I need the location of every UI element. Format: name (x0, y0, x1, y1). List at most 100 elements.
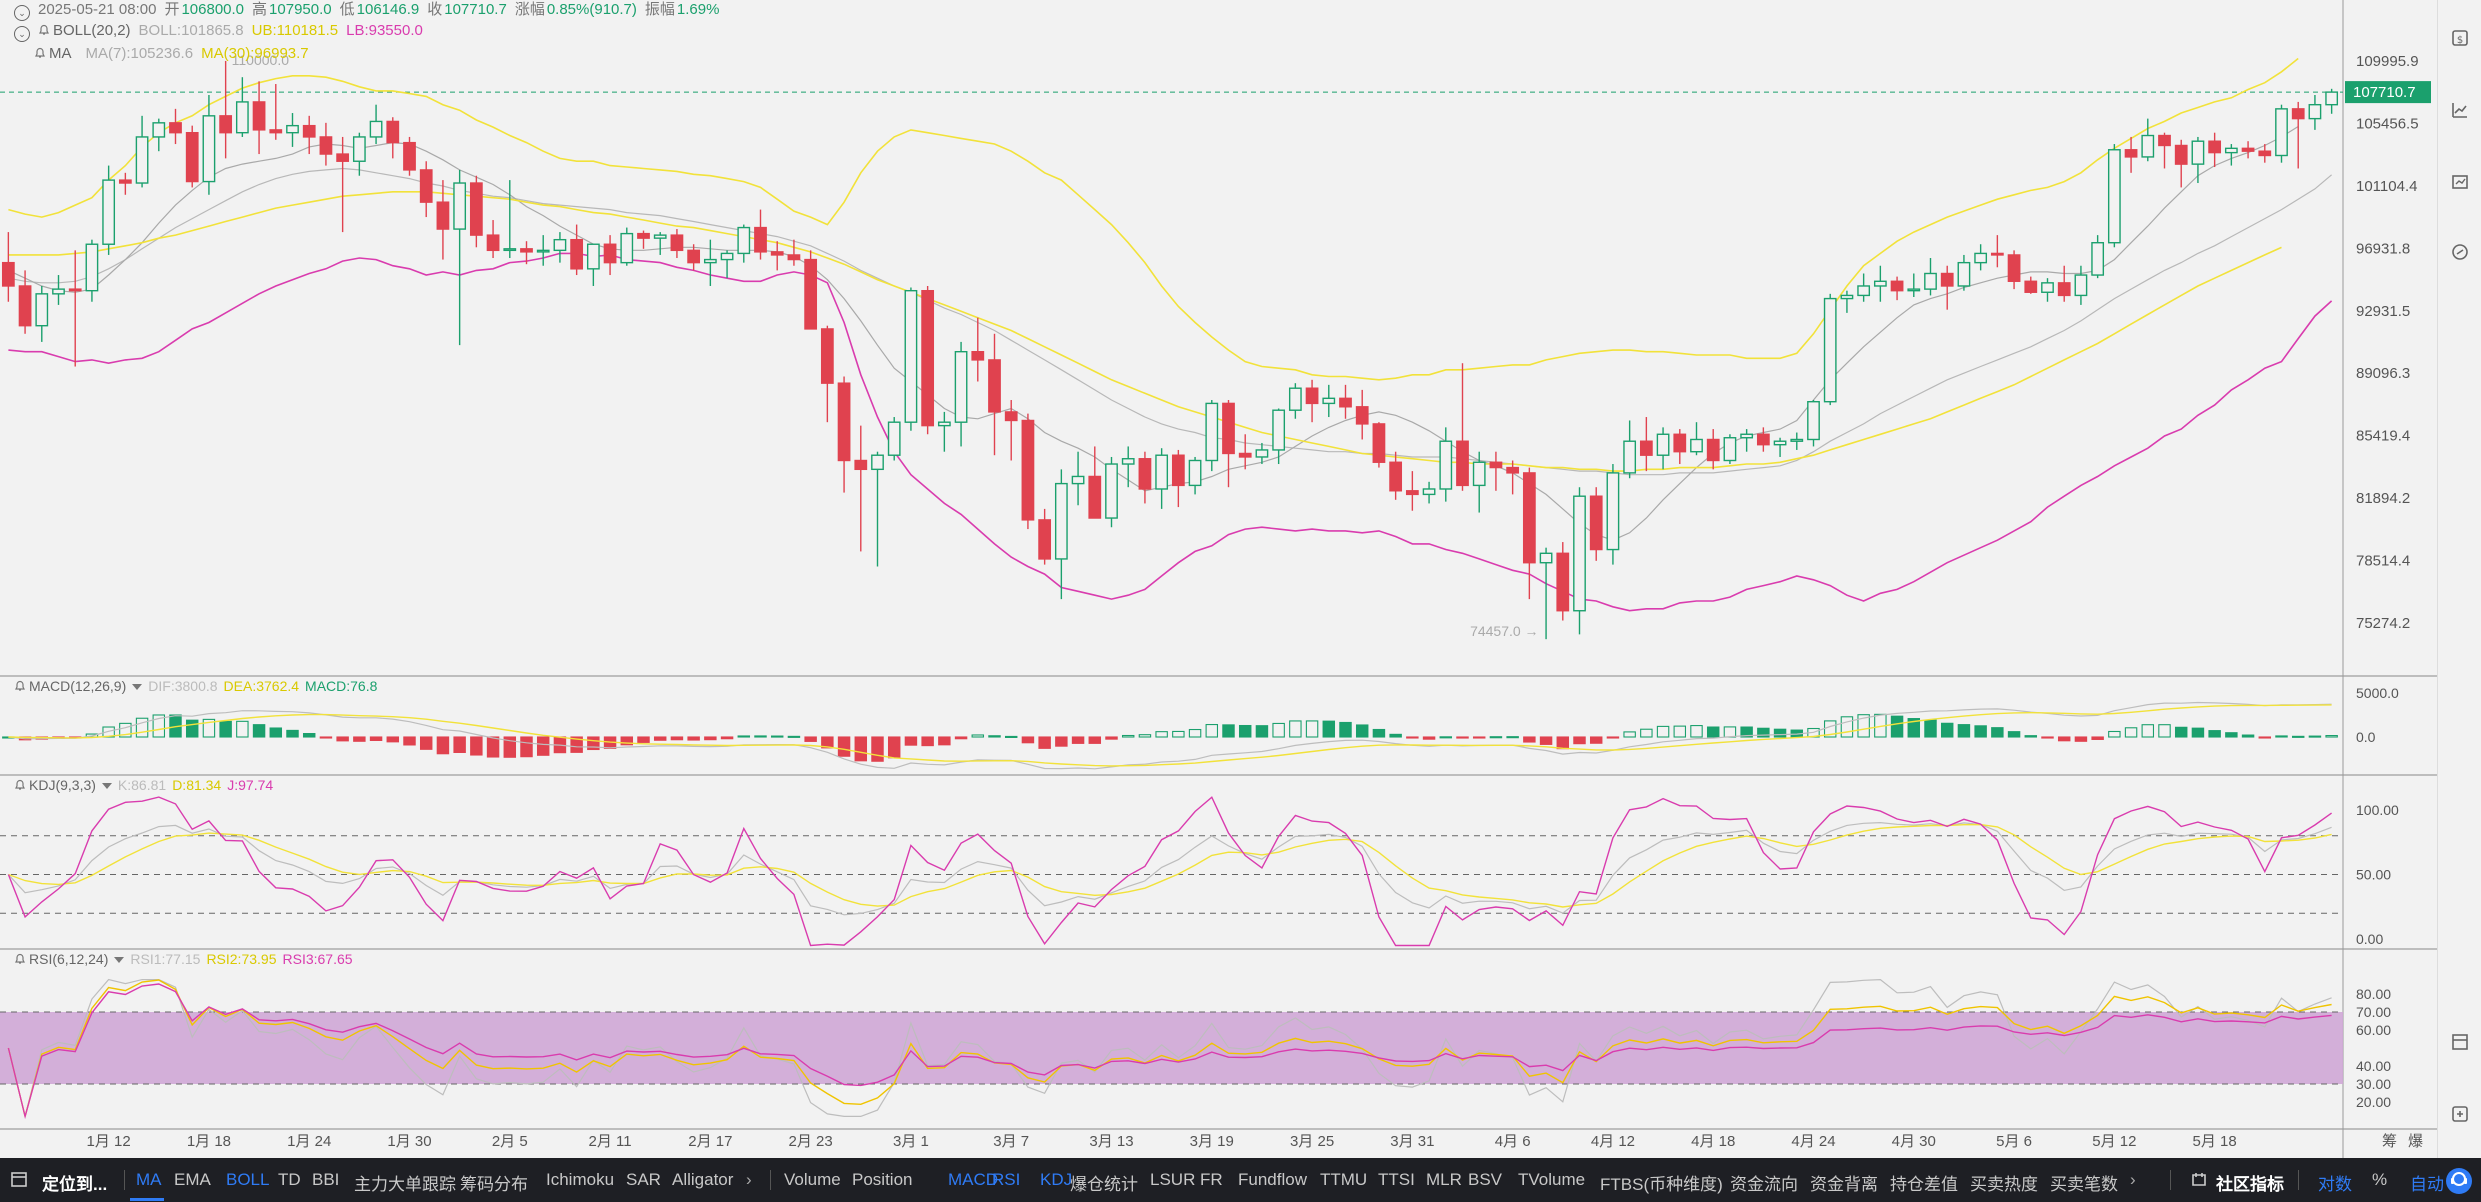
macd-bar (670, 736, 684, 741)
chevron-right-icon[interactable]: › (2130, 1170, 2136, 1189)
indicator-main-1[interactable]: EMA (174, 1170, 211, 1189)
bell-icon[interactable] (14, 680, 26, 692)
chart-line-icon[interactable] (2450, 100, 2470, 120)
boll-ub: UB:110181.5 (251, 22, 339, 39)
calendar-icon[interactable]: $ (2450, 28, 2470, 48)
macd-bar (1172, 730, 1185, 738)
macd-dif: DIF:3800.8 (148, 678, 218, 694)
macd-bar (1372, 728, 1386, 738)
macd-bar (1673, 725, 1687, 738)
rsi2-line (7, 979, 2332, 1117)
boll-header: ⌄ BOLL(20,2) BOLL:101865.8 UB:110181.5 LB:93… (14, 21, 431, 42)
candle-body (403, 141, 416, 171)
indicator-sub-5[interactable]: 爆仓统计 (1070, 1175, 1138, 1194)
macd-bar (1038, 736, 1051, 749)
indicator-sub-4[interactable]: KDJ (1040, 1170, 1073, 1189)
indicator-sub-7[interactable]: FR (1200, 1170, 1223, 1189)
macd-bar (102, 726, 115, 738)
locate-button[interactable]: 定位到... (42, 1175, 108, 1194)
caret-down-icon[interactable] (132, 684, 143, 690)
macd-bar (1489, 736, 1503, 739)
candle-body (1305, 387, 1319, 405)
date-tick-label: 2月 5 (492, 1133, 528, 1150)
indicator-sub-12[interactable]: BSV (1468, 1170, 1503, 1189)
indicator-sub-14[interactable]: FTBS(币种维度) (1600, 1175, 1723, 1194)
rsi-name[interactable]: RSI(6,12,24) (29, 951, 109, 967)
indicator-main-6[interactable]: 筹码分布 (460, 1175, 528, 1194)
candle-body (1924, 272, 1937, 290)
candle-body (653, 234, 667, 239)
candle-body (35, 293, 49, 327)
high-annotation: 110000.0 (232, 52, 290, 68)
date-tick-label: 4月 24 (1791, 1133, 1835, 1150)
macd-bar (2275, 735, 2288, 738)
candle-body (1121, 458, 1135, 465)
kdj-name[interactable]: KDJ(9,3,3) (29, 777, 96, 793)
open-value: 106800.0 (181, 1, 245, 18)
toggle-info-icon[interactable]: ⌄ (14, 5, 30, 21)
macd-bar (486, 736, 500, 758)
indicator-sub-18[interactable]: 买卖热度 (1970, 1175, 2038, 1194)
candle-body (1171, 454, 1185, 487)
percent-toggle[interactable]: % (2372, 1170, 2388, 1189)
settings-icon[interactable] (2450, 242, 2470, 262)
date-tick-label: 5月 6 (1996, 1133, 2032, 1150)
support-chat-icon[interactable] (2444, 1166, 2474, 1201)
indicator-sub-2[interactable]: MACD (948, 1170, 999, 1189)
caret-down-icon[interactable] (101, 783, 112, 789)
indicator-sub-16[interactable]: 资金背离 (1810, 1175, 1878, 1194)
macd-bar (2024, 735, 2038, 738)
layout-icon[interactable] (2450, 1032, 2470, 1052)
auto-scale-toggle[interactable]: 自动 (2410, 1175, 2444, 1194)
indicator-main-5[interactable]: 主力大单跟踪 (354, 1175, 456, 1194)
indicator-main-2[interactable]: BOLL (226, 1170, 270, 1189)
boll-name[interactable]: BOLL(20,2) (53, 22, 131, 39)
date-tick-label: 3月 13 (1089, 1133, 1133, 1150)
indicator-sub-11[interactable]: MLR (1426, 1170, 1462, 1189)
bell-icon[interactable] (14, 953, 26, 965)
log-scale-toggle[interactable]: 对数 (2318, 1175, 2352, 1194)
community-indicators-button[interactable]: 社区指标 (2216, 1175, 2284, 1194)
indicator-main-3[interactable]: TD (278, 1170, 301, 1189)
macd-bar (1138, 734, 1152, 738)
indicator-sub-6[interactable]: LSUR (1150, 1170, 1196, 1189)
indicator-main-7[interactable]: Ichimoku (546, 1170, 615, 1189)
tools-icon[interactable] (2450, 1104, 2470, 1124)
chevron-right-icon[interactable]: › (746, 1170, 752, 1189)
ma-name[interactable]: MA (49, 45, 72, 62)
indicator-main-9[interactable]: Alligator (672, 1170, 734, 1189)
dashboard-icon[interactable] (2450, 172, 2470, 192)
indicator-main-8[interactable]: SAR (626, 1170, 661, 1189)
indicator-sub-9[interactable]: TTMU (1320, 1170, 1368, 1189)
caret-down-icon[interactable] (114, 957, 125, 963)
indicator-sub-1[interactable]: Position (852, 1170, 913, 1189)
candle-body (921, 289, 935, 427)
community-icon[interactable] (2190, 1170, 2208, 1190)
date-tick-label: 1月 18 (187, 1133, 231, 1150)
macd-bar (1406, 736, 1419, 739)
bell-icon[interactable] (34, 47, 46, 59)
bell-icon[interactable] (38, 24, 50, 36)
bell-icon[interactable] (14, 779, 26, 791)
indicator-sub-0[interactable]: Volume (784, 1170, 841, 1189)
calendar-icon[interactable] (10, 1170, 28, 1190)
indicator-sub-19[interactable]: 买卖笔数 (2050, 1175, 2118, 1194)
indicator-main-0[interactable]: MA (136, 1170, 162, 1189)
indicator-sub-10[interactable]: TTSI (1378, 1170, 1415, 1189)
indicator-sub-17[interactable]: 持仓差值 (1890, 1175, 1958, 1194)
indicator-sub-8[interactable]: Fundflow (1238, 1170, 1307, 1189)
indicator-sub-15[interactable]: 资金流向 (1730, 1175, 1798, 1194)
indicator-sub-13[interactable]: TVolume (1518, 1170, 1586, 1189)
macd-bar (1857, 714, 1870, 738)
indicator-main-4[interactable]: BBI (312, 1170, 340, 1189)
macd-bar (1907, 718, 1921, 738)
macd-bar (1723, 726, 1737, 738)
kline-chart-canvas[interactable]: 109995.9 105456.5 101104.4 96931.8 92931.5 89… (0, 0, 2481, 1158)
toggle-boll-icon[interactable]: ⌄ (14, 26, 30, 42)
candle-body (302, 124, 316, 138)
indicator-sub-3[interactable]: RSI (992, 1170, 1021, 1189)
macd-bar (587, 736, 600, 751)
macd-bar (236, 720, 249, 738)
macd-bar (770, 735, 784, 738)
macd-name[interactable]: MACD(12,26,9) (29, 678, 127, 694)
